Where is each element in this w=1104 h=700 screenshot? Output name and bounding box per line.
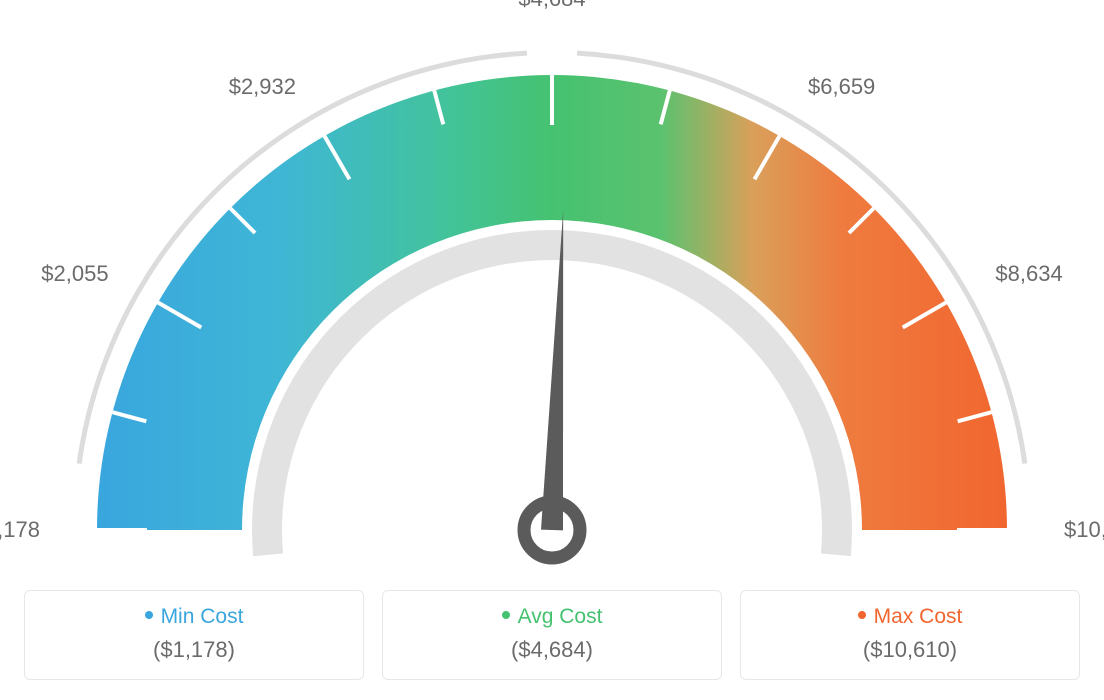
cost-gauge: $1,178$2,055$2,932$4,684$6,659$8,634$10,… <box>22 20 1082 580</box>
gauge-scale-label: $1,178 <box>0 517 40 543</box>
legend-label: Avg Cost <box>518 605 603 628</box>
legend-label: Max Cost <box>874 605 963 628</box>
legend-title: Min Cost <box>35 605 353 629</box>
legend-card: Avg Cost ($4,684) <box>382 590 722 680</box>
legend-title: Avg Cost <box>393 605 711 629</box>
legend-dot-icon <box>145 611 153 619</box>
gauge-svg <box>22 20 1082 580</box>
legend-row: Min Cost ($1,178) Avg Cost ($4,684) Max Cost… <box>20 590 1084 680</box>
legend-dot-icon <box>502 611 510 619</box>
legend-title: Max Cost <box>751 605 1069 629</box>
legend-card: Max Cost ($10,610) <box>740 590 1080 680</box>
legend-value: ($10,610) <box>751 637 1069 663</box>
legend-card: Min Cost ($1,178) <box>24 590 364 680</box>
legend-label: Min Cost <box>161 605 244 628</box>
gauge-scale-label: $10,610 <box>1064 517 1104 543</box>
gauge-scale-label: $2,932 <box>229 74 296 100</box>
legend-value: ($4,684) <box>393 637 711 663</box>
gauge-scale-label: $2,055 <box>41 261 108 287</box>
gauge-scale-label: $4,684 <box>518 0 585 12</box>
legend-dot-icon <box>858 611 866 619</box>
legend-value: ($1,178) <box>35 637 353 663</box>
gauge-scale-label: $8,634 <box>995 261 1062 287</box>
gauge-scale-label: $6,659 <box>808 74 875 100</box>
